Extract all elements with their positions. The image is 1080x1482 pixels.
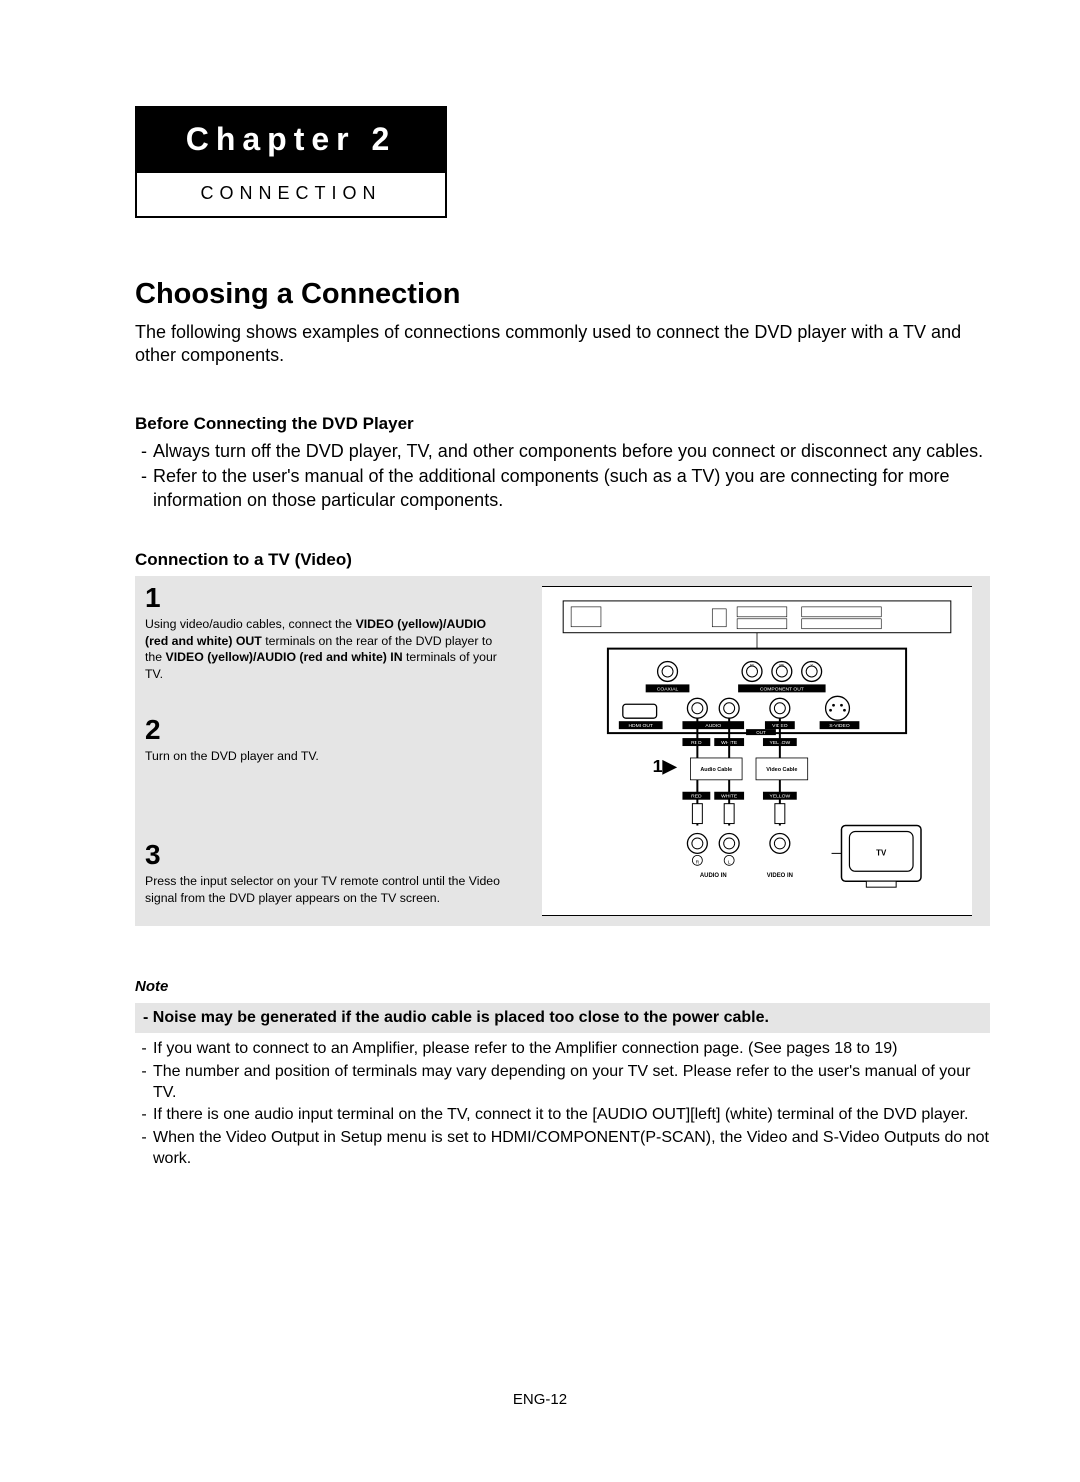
- step-body: Turn on the DVD player and TV.: [145, 748, 505, 765]
- l-label: L: [728, 859, 731, 865]
- audio-label: AUDIO: [705, 723, 721, 729]
- tv-label: TV: [876, 848, 887, 857]
- video-in-label: VIDEO IN: [767, 873, 793, 879]
- list-item: -When the Video Output in Setup menu is …: [135, 1128, 990, 1170]
- svg-text:Y: Y: [810, 662, 813, 667]
- list-item: -If you want to connect to an Amplifier,…: [135, 1039, 990, 1060]
- list-item: -Always turn off the DVD player, TV, and…: [135, 440, 990, 463]
- step: 2 Turn on the DVD player and TV.: [145, 714, 505, 765]
- section-intro: The following shows examples of connecti…: [135, 321, 990, 368]
- component-out-label: COMPONENT OUT: [760, 686, 804, 692]
- audio-in-label: AUDIO IN: [700, 873, 727, 879]
- step-number: 2: [145, 714, 505, 746]
- svg-text:Pb: Pb: [779, 662, 785, 667]
- coaxial-label: COAXIAL: [657, 686, 679, 692]
- chapter-block: Chapter 2 CONNECTION: [135, 106, 447, 218]
- chapter-subtitle: CONNECTION: [135, 173, 447, 218]
- step: 3Press the input selector on your TV rem…: [145, 839, 505, 906]
- note-bold-line: - Noise may be generated if the audio ca…: [135, 1003, 990, 1033]
- connection-diagram: COAXIAL Pr Pb Y COMPONENT OUT HDMI OUT: [542, 586, 972, 916]
- before-heading: Before Connecting the DVD Player: [135, 414, 990, 434]
- list-item: -The number and position of terminals ma…: [135, 1062, 990, 1104]
- video-cable-label: Video Cable: [766, 767, 797, 773]
- step-number: 1: [145, 582, 505, 614]
- hdmi-out-label: HDMI OUT: [628, 723, 653, 729]
- chapter-title: Chapter 2: [135, 106, 447, 173]
- connection-heading: Connection to a TV (Video): [135, 550, 990, 570]
- one-arrow: 1▶: [653, 756, 678, 776]
- steps-panel: 1Using video/audio cables, connect the V…: [135, 576, 990, 926]
- white-label-bot: WHITE: [721, 794, 738, 800]
- svg-text:Pr: Pr: [750, 662, 755, 667]
- out-label: OUT: [756, 730, 766, 735]
- section-title: Choosing a Connection: [135, 278, 990, 311]
- step: 1Using video/audio cables, connect the V…: [145, 582, 505, 682]
- list-item: -If there is one audio input terminal on…: [135, 1105, 990, 1126]
- audio-cable-label: Audio Cable: [700, 767, 732, 773]
- step-body: Using video/audio cables, connect the VI…: [145, 616, 505, 682]
- list-item: -Refer to the user's manual of the addit…: [135, 465, 990, 512]
- yellow-label-bot: YELLOW: [770, 794, 791, 800]
- svideo-label: S-VIDEO: [829, 723, 850, 729]
- red-label-bot: RED: [691, 794, 702, 800]
- step-body: Press the input selector on your TV remo…: [145, 873, 505, 906]
- before-bullets: -Always turn off the DVD player, TV, and…: [135, 440, 990, 512]
- note-bullets: -If you want to connect to an Amplifier,…: [135, 1039, 990, 1170]
- note-heading: Note: [135, 978, 990, 995]
- r-label: R: [696, 859, 700, 865]
- step-number: 3: [145, 839, 505, 871]
- page-footer: ENG-12: [0, 1391, 1080, 1408]
